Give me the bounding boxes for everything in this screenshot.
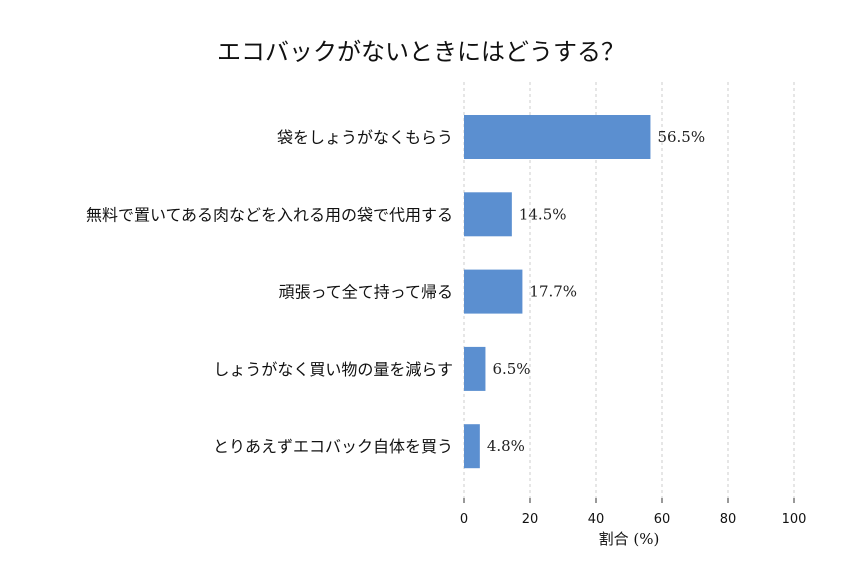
x-tick-label: 40 xyxy=(588,512,605,527)
x-tick-label: 0 xyxy=(460,512,468,527)
category-label: 袋をしょうがなくもらう xyxy=(277,128,453,147)
data-label: 4.8% xyxy=(487,437,525,455)
x-tick-label: 60 xyxy=(654,512,671,527)
category-labels: 袋をしょうがなくもらう無料で置いてある肉などを入れる用の袋で代用する頑張って全て… xyxy=(86,128,453,456)
data-label: 14.5% xyxy=(519,205,567,223)
bar xyxy=(464,192,512,237)
bars xyxy=(464,115,651,469)
x-tick-label: 20 xyxy=(522,512,539,527)
category-label: 無料で置いてある肉などを入れる用の袋で代用する xyxy=(86,205,453,224)
x-tick-label: 80 xyxy=(720,512,737,527)
data-label: 6.5% xyxy=(492,360,530,378)
bar xyxy=(464,346,486,391)
x-axis-label: 割合 (%) xyxy=(599,530,660,548)
category-label: とりあえずエコバック自体を買う xyxy=(213,437,453,456)
bar xyxy=(464,115,651,159)
bar xyxy=(464,424,480,469)
category-label: しょうがなく買い物の量を減らす xyxy=(213,360,453,379)
x-tick-label: 100 xyxy=(782,512,807,527)
data-labels: 56.5% 14.5% 17.7% 6.5% 4.8% xyxy=(487,128,705,455)
x-axis-ticks: 0 20 40 60 80 100 xyxy=(460,498,807,527)
data-label: 56.5% xyxy=(657,128,705,146)
data-label: 17.7% xyxy=(529,283,577,301)
bar xyxy=(464,269,523,314)
chart-title: エコバックがないときにはどうする？ xyxy=(217,38,625,66)
category-label: 頑張って全て持って帰る xyxy=(279,283,453,302)
